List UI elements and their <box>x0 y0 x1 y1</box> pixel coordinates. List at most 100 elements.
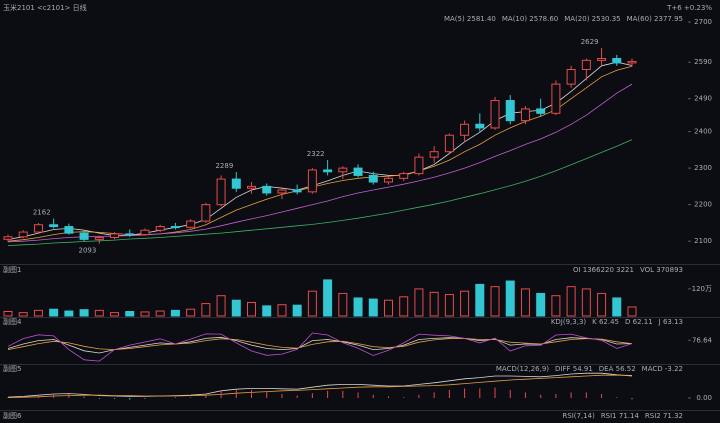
volume-bar <box>581 288 591 317</box>
y-tick-label: 2590 <box>694 58 712 66</box>
volume-bar <box>201 303 211 317</box>
volume-bar <box>429 291 439 317</box>
volume-bar <box>262 305 272 317</box>
candle-body <box>277 189 287 194</box>
volume-bar <box>323 279 333 317</box>
candle-body <box>247 185 257 189</box>
candle-body <box>520 108 530 122</box>
indicator-line <box>7 332 633 362</box>
panel-title: 副图4 <box>3 317 22 326</box>
legend-entry: RSI1 71.14 <box>601 412 640 420</box>
y-tick-label: 0.00 <box>696 394 712 402</box>
candle-body <box>140 229 150 236</box>
candle-body <box>338 167 348 173</box>
panel-title: 副图6 <box>3 411 22 420</box>
volume-bar <box>399 296 409 317</box>
candle-body <box>307 169 317 193</box>
subtitle: T+6 +0.23% <box>666 4 712 12</box>
volume-bar <box>520 288 530 317</box>
volume-bar <box>140 311 150 317</box>
indicator-label: KDJ(9,3,3) <box>551 318 587 326</box>
moving-average-line <box>7 139 633 246</box>
volume-bar <box>475 283 485 317</box>
volume-bar <box>505 280 515 317</box>
candle-body <box>444 134 454 153</box>
candle-body <box>383 177 393 183</box>
legend-entry: K 62.45 <box>592 318 619 326</box>
volume-bar <box>368 298 378 317</box>
candle-body <box>186 220 196 228</box>
indicator-line <box>7 337 633 351</box>
legend-entry: MACD -3.22 <box>642 365 683 373</box>
legend-entry: MA(10) 2578.60 <box>502 15 558 23</box>
candle-body <box>33 224 43 233</box>
y-tick-label: 120万 <box>692 285 712 293</box>
volume-bar <box>460 290 470 317</box>
candle-body <box>125 233 135 236</box>
panel-title: 副图5 <box>3 364 21 373</box>
volume-bar <box>627 306 637 317</box>
volume-bar <box>231 299 241 317</box>
candle-body <box>536 108 546 114</box>
candle-body <box>460 123 470 136</box>
legend-entry: D 62.11 <box>625 318 653 326</box>
legend-entry: RSI2 71.32 <box>645 412 683 420</box>
candle-body <box>292 189 302 193</box>
candle-body <box>201 204 211 222</box>
indicator-label: RSI(7,14) <box>562 412 595 420</box>
volume-bar <box>33 309 43 317</box>
volume-bar <box>18 312 28 317</box>
volume-bar <box>125 310 135 317</box>
price-annotation: 2289 <box>215 162 233 170</box>
candle-body <box>612 58 622 64</box>
y-tick-label: 2700 <box>694 18 712 26</box>
candle-body <box>505 100 515 122</box>
candle-body <box>94 237 104 240</box>
indicator-line <box>7 336 633 354</box>
y-tick-label: 2400 <box>694 128 712 136</box>
price-annotation: 2093 <box>78 247 96 255</box>
volume-bar <box>383 299 393 317</box>
legend-entry: J 63.13 <box>658 318 683 326</box>
volume-bar <box>277 304 287 317</box>
candle-body <box>216 178 226 206</box>
indicator-line <box>7 374 633 398</box>
y-tick-label: 2490 <box>694 95 712 103</box>
volume-bar <box>110 312 120 317</box>
volume-bar <box>338 292 348 317</box>
candle-body <box>155 226 165 231</box>
volume-bar <box>3 310 13 317</box>
candle-body <box>18 231 28 238</box>
candle-body <box>79 232 89 240</box>
volume-bar <box>612 297 622 317</box>
volume-bar <box>444 294 454 317</box>
volume-bar <box>536 292 546 317</box>
y-tick-label: 76.64 <box>692 336 713 344</box>
y-tick-label: 2200 <box>694 201 712 209</box>
indicator-label: MACD(12,26,9) <box>496 365 549 373</box>
volume-bar <box>292 304 302 317</box>
candle-body <box>3 236 13 240</box>
candle-body <box>64 226 74 234</box>
legend-entry: VOL 370893 <box>640 266 683 274</box>
candle-body <box>353 167 363 176</box>
volume-bar <box>155 310 165 317</box>
candle-body <box>490 100 500 129</box>
panel-title: 玉米2101 <c2101> 日线 <box>3 3 87 12</box>
candle-body <box>475 123 485 129</box>
price-annotation: 2162 <box>33 209 51 217</box>
candle-body <box>262 185 272 194</box>
volume-bar <box>64 310 74 317</box>
y-tick-label: 2100 <box>694 237 712 245</box>
candle-body <box>368 174 378 183</box>
candle-body <box>49 224 59 228</box>
candle-body <box>231 178 241 189</box>
volume-bar <box>247 301 257 317</box>
candle-body <box>170 226 180 229</box>
candle-body <box>566 68 576 85</box>
candle-body <box>323 169 333 173</box>
volume-bar <box>307 290 317 317</box>
volume-bar <box>490 286 500 317</box>
